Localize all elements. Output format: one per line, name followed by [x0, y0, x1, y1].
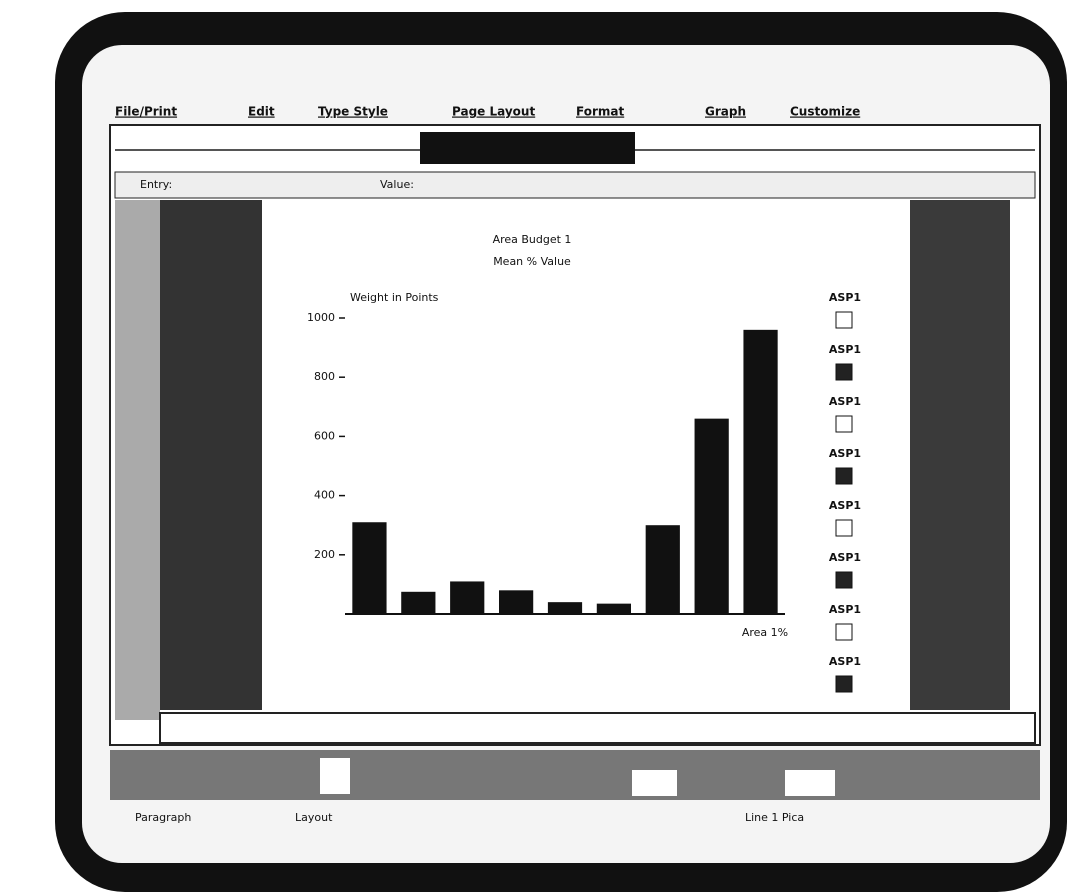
menu-item[interactable]: Edit [248, 105, 275, 119]
legend-swatch [836, 416, 852, 432]
bar [401, 592, 435, 614]
legend-swatch [836, 364, 852, 380]
status-text: Line 1 Pica [745, 811, 804, 824]
legend-label: ASP1 [829, 655, 861, 668]
left-ruler [115, 200, 160, 720]
status-text: Layout [295, 811, 333, 824]
left-margin [160, 200, 262, 710]
legend-swatch [836, 312, 852, 328]
legend-label: ASP1 [829, 603, 861, 616]
y-tick-label: 1000 [307, 311, 335, 324]
bar [646, 525, 680, 614]
y-tick-label: 600 [314, 429, 335, 442]
entry-bar [115, 172, 1035, 198]
value-label: Value: [380, 178, 414, 191]
y-tick-label: 800 [314, 370, 335, 383]
menu-item[interactable]: Customize [790, 105, 860, 119]
legend-swatch [836, 572, 852, 588]
bar [352, 522, 386, 614]
chart-subtitle: Mean % Value [493, 255, 571, 268]
menu-item[interactable]: Type Style [318, 105, 388, 119]
legend-label: ASP1 [829, 551, 861, 564]
y-tick-label: 200 [314, 548, 335, 561]
y-tick-label: 400 [314, 489, 335, 502]
legend-label: ASP1 [829, 395, 861, 408]
menu-item[interactable]: Page Layout [452, 105, 535, 119]
chart-title: Area Budget 1 [493, 233, 572, 246]
tab-stop[interactable] [320, 758, 350, 794]
bar [597, 604, 631, 614]
tab-stop[interactable] [632, 770, 677, 796]
page: Entry: Value: Area Budget 1 Mean % Value… [0, 0, 1073, 896]
screen-photo: Entry: Value: Area Budget 1 Mean % Value… [0, 0, 1073, 896]
legend-label: ASP1 [829, 499, 861, 512]
legend-swatch [836, 468, 852, 484]
legend-swatch [836, 624, 852, 640]
menu-item[interactable]: File/Print [115, 105, 177, 119]
legend-swatch [836, 520, 852, 536]
bar [499, 590, 533, 614]
legend-label: ASP1 [829, 447, 861, 460]
menu-item[interactable]: Format [576, 105, 624, 119]
legend-label: ASP1 [829, 343, 861, 356]
page-view [262, 200, 910, 710]
title-block [420, 132, 635, 164]
bar [743, 330, 777, 614]
bar [450, 581, 484, 614]
bar [548, 602, 582, 614]
scrollbar [160, 713, 1035, 743]
bar [695, 419, 729, 614]
legend-swatch [836, 676, 852, 692]
menu-item[interactable]: Graph [705, 105, 746, 119]
legend-label: ASP1 [829, 291, 861, 304]
ruler-strip [110, 750, 1040, 800]
y-axis-label: Weight in Points [350, 291, 439, 304]
status-text: Paragraph [135, 811, 191, 824]
tab-stop[interactable] [785, 770, 835, 796]
x-axis-label: Area 1% [742, 626, 788, 639]
entry-label: Entry: [140, 178, 172, 191]
right-margin [910, 200, 1010, 710]
